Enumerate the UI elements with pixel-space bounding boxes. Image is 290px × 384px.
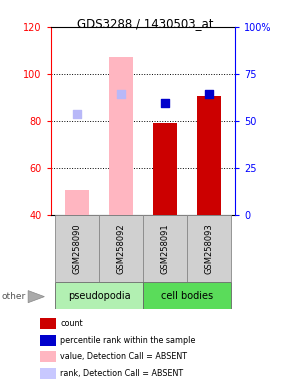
Text: value, Detection Call = ABSENT: value, Detection Call = ABSENT: [60, 353, 187, 361]
Polygon shape: [28, 291, 44, 303]
Bar: [40, 368, 56, 379]
Text: cell bodies: cell bodies: [161, 291, 213, 301]
Point: [75, 111, 79, 117]
Bar: [55, 282, 143, 309]
Bar: [197, 96, 221, 215]
Bar: [65, 190, 89, 215]
Bar: [109, 58, 133, 215]
Text: other: other: [1, 292, 26, 301]
Bar: [143, 215, 187, 282]
Text: GDS3288 / 1430503_at: GDS3288 / 1430503_at: [77, 17, 213, 30]
Point: [162, 100, 167, 106]
Bar: [187, 215, 231, 282]
Text: GSM258090: GSM258090: [72, 223, 81, 274]
Bar: [40, 318, 56, 329]
Text: rank, Detection Call = ABSENT: rank, Detection Call = ABSENT: [60, 369, 184, 378]
Point: [119, 91, 123, 97]
Text: count: count: [60, 319, 83, 328]
Bar: [99, 215, 143, 282]
Text: pseudopodia: pseudopodia: [68, 291, 130, 301]
Point: [206, 91, 211, 97]
Text: GSM258092: GSM258092: [116, 223, 125, 274]
Text: GSM258091: GSM258091: [160, 223, 169, 274]
Text: percentile rank within the sample: percentile rank within the sample: [60, 336, 196, 344]
Bar: [55, 215, 99, 282]
Bar: [153, 123, 177, 215]
Text: GSM258093: GSM258093: [204, 223, 213, 274]
Bar: [143, 282, 231, 309]
Bar: [40, 334, 56, 346]
Bar: [40, 351, 56, 362]
